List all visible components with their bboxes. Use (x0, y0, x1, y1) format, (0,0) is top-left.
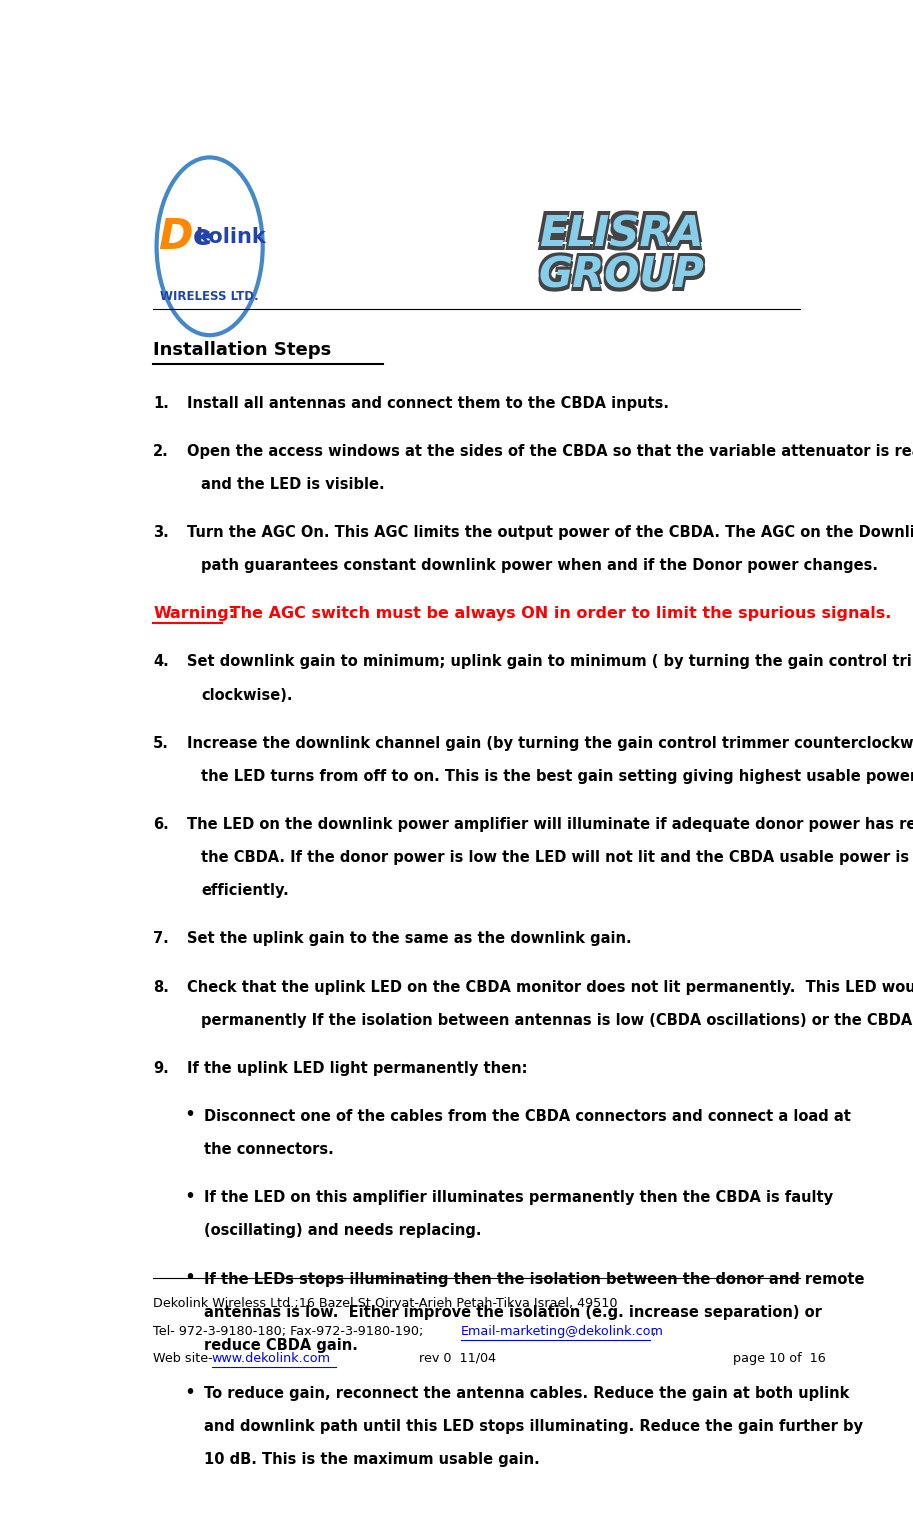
Text: rev 0  11/04: rev 0 11/04 (339, 1351, 497, 1365)
Text: ELISRA: ELISRA (540, 217, 706, 259)
Text: Warning:: Warning: (153, 606, 236, 622)
Text: Install all antennas and connect them to the CBDA inputs.: Install all antennas and connect them to… (187, 396, 669, 411)
Text: ELISRA: ELISRA (537, 209, 701, 252)
Text: 8.: 8. (153, 980, 169, 994)
Text: Email-marketing@dekolink.com: Email-marketing@dekolink.com (461, 1325, 664, 1337)
Text: GROUP: GROUP (537, 259, 702, 300)
Text: GROUP: GROUP (537, 251, 702, 294)
Text: 6.: 6. (153, 817, 169, 833)
Text: •: • (184, 1268, 195, 1287)
Text: GROUP: GROUP (540, 259, 707, 300)
Text: clockwise).: clockwise). (201, 688, 293, 703)
Text: The AGC switch must be always ON in order to limit the spurious signals.: The AGC switch must be always ON in orde… (224, 606, 891, 622)
Text: the CBDA. If the donor power is low the LED will not lit and the CBDA usable pow: the CBDA. If the donor power is low the … (201, 850, 913, 865)
Text: permanently If the isolation between antennas is low (CBDA oscillations) or the : permanently If the isolation between ant… (201, 1013, 913, 1028)
Text: e: e (194, 223, 212, 251)
Text: •: • (184, 1382, 195, 1402)
Text: Turn the AGC On. This AGC limits the output power of the CBDA. The AGC on the Do: Turn the AGC On. This AGC limits the out… (187, 525, 913, 540)
Text: kolink: kolink (195, 226, 267, 246)
Text: Dekolink Wireless Ltd.;16 Bazel St.Qiryat-Arieh Petah-Tikva Israel, 49510: Dekolink Wireless Ltd.;16 Bazel St.Qirya… (153, 1297, 617, 1310)
Text: efficiently.: efficiently. (201, 883, 289, 899)
Text: ;: ; (651, 1325, 656, 1337)
Text: Installation Steps: Installation Steps (153, 342, 331, 359)
Text: and the LED is visible.: and the LED is visible. (201, 477, 384, 492)
Text: GROUP: GROUP (540, 251, 707, 294)
Text: Open the access windows at the sides of the CBDA so that the variable attenuator: Open the access windows at the sides of … (187, 443, 913, 459)
Text: reduce CBDA gain.: reduce CBDA gain. (204, 1337, 358, 1353)
Text: page 10 of  16: page 10 of 16 (733, 1351, 826, 1365)
Text: ELISRA: ELISRA (539, 214, 703, 255)
Text: path guarantees constant downlink power when and if the Donor power changes.: path guarantees constant downlink power … (201, 559, 878, 573)
Text: If the LED on this amplifier illuminates permanently then the CBDA is faulty: If the LED on this amplifier illuminates… (204, 1190, 833, 1205)
Text: To reduce gain, reconnect the antenna cables. Reduce the gain at both uplink: To reduce gain, reconnect the antenna ca… (204, 1387, 849, 1400)
Text: Set the uplink gain to the same as the downlink gain.: Set the uplink gain to the same as the d… (187, 931, 632, 946)
Text: Disconnect one of the cables from the CBDA connectors and connect a load at: Disconnect one of the cables from the CB… (204, 1110, 851, 1123)
Text: Check that the uplink LED on the CBDA monitor does not lit permanently.  This LE: Check that the uplink LED on the CBDA mo… (187, 980, 913, 994)
Text: ELISRA: ELISRA (537, 217, 701, 259)
Text: ELISRA: ELISRA (540, 209, 706, 252)
Text: 1.: 1. (153, 396, 169, 411)
Text: 2.: 2. (153, 443, 169, 459)
Text: Web site-: Web site- (153, 1351, 216, 1365)
Text: •: • (184, 1105, 195, 1125)
Text: 4.: 4. (153, 654, 169, 669)
Text: www.dekolink.com: www.dekolink.com (212, 1351, 331, 1365)
Text: 5.: 5. (153, 736, 169, 751)
Text: GROUP: GROUP (539, 255, 705, 297)
Text: •: • (184, 1187, 195, 1205)
Text: 10 dB. This is the maximum usable gain.: 10 dB. This is the maximum usable gain. (204, 1453, 540, 1467)
Text: antennas is low.  Either improve the isolation (e.g. increase separation) or: antennas is low. Either improve the isol… (204, 1305, 822, 1320)
Text: If the uplink LED light permanently then:: If the uplink LED light permanently then… (187, 1060, 528, 1076)
Text: Set downlink gain to minimum; uplink gain to minimum ( by turning the gain contr: Set downlink gain to minimum; uplink gai… (187, 654, 913, 669)
Text: Increase the downlink channel gain (by turning the gain control trimmer counterc: Increase the downlink channel gain (by t… (187, 736, 913, 751)
Text: D: D (159, 215, 193, 259)
Text: WIRELESS LTD.: WIRELESS LTD. (161, 289, 259, 303)
Text: 7.: 7. (153, 931, 169, 946)
Text: 9.: 9. (153, 1060, 169, 1076)
Text: and downlink path until this LED stops illuminating. Reduce the gain further by: and downlink path until this LED stops i… (204, 1419, 863, 1434)
Text: the LED turns from off to on. This is the best gain setting giving highest usabl: the LED turns from off to on. This is th… (201, 770, 913, 783)
Text: The LED on the downlink power amplifier will illuminate if adequate donor power : The LED on the downlink power amplifier … (187, 817, 913, 833)
Text: If the LEDs stops illuminating then the isolation between the donor and remote: If the LEDs stops illuminating then the … (204, 1271, 865, 1287)
Text: Tel- 972-3-9180-180; Fax-972-3-9180-190;: Tel- 972-3-9180-180; Fax-972-3-9180-190; (153, 1325, 427, 1337)
Text: the connectors.: the connectors. (204, 1142, 334, 1157)
Text: 3.: 3. (153, 525, 169, 540)
Text: (oscillating) and needs replacing.: (oscillating) and needs replacing. (204, 1224, 481, 1239)
